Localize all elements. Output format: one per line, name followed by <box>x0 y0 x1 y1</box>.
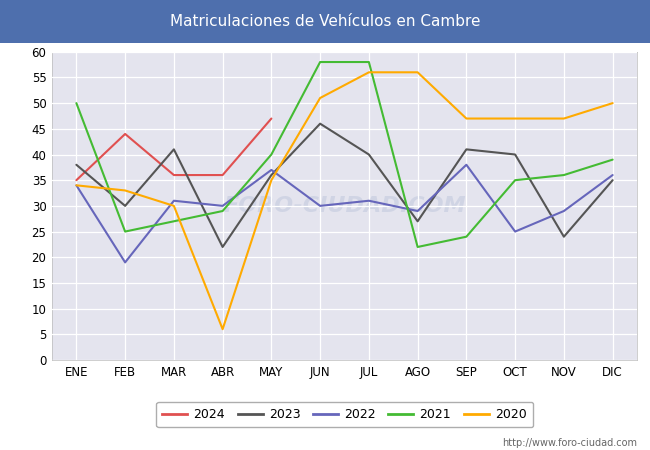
Legend: 2024, 2023, 2022, 2021, 2020: 2024, 2023, 2022, 2021, 2020 <box>156 402 533 427</box>
Text: Matriculaciones de Vehículos en Cambre: Matriculaciones de Vehículos en Cambre <box>170 14 480 29</box>
Text: FORO-CIUDAD.COM: FORO-CIUDAD.COM <box>223 196 466 216</box>
Text: http://www.foro-ciudad.com: http://www.foro-ciudad.com <box>502 438 637 448</box>
